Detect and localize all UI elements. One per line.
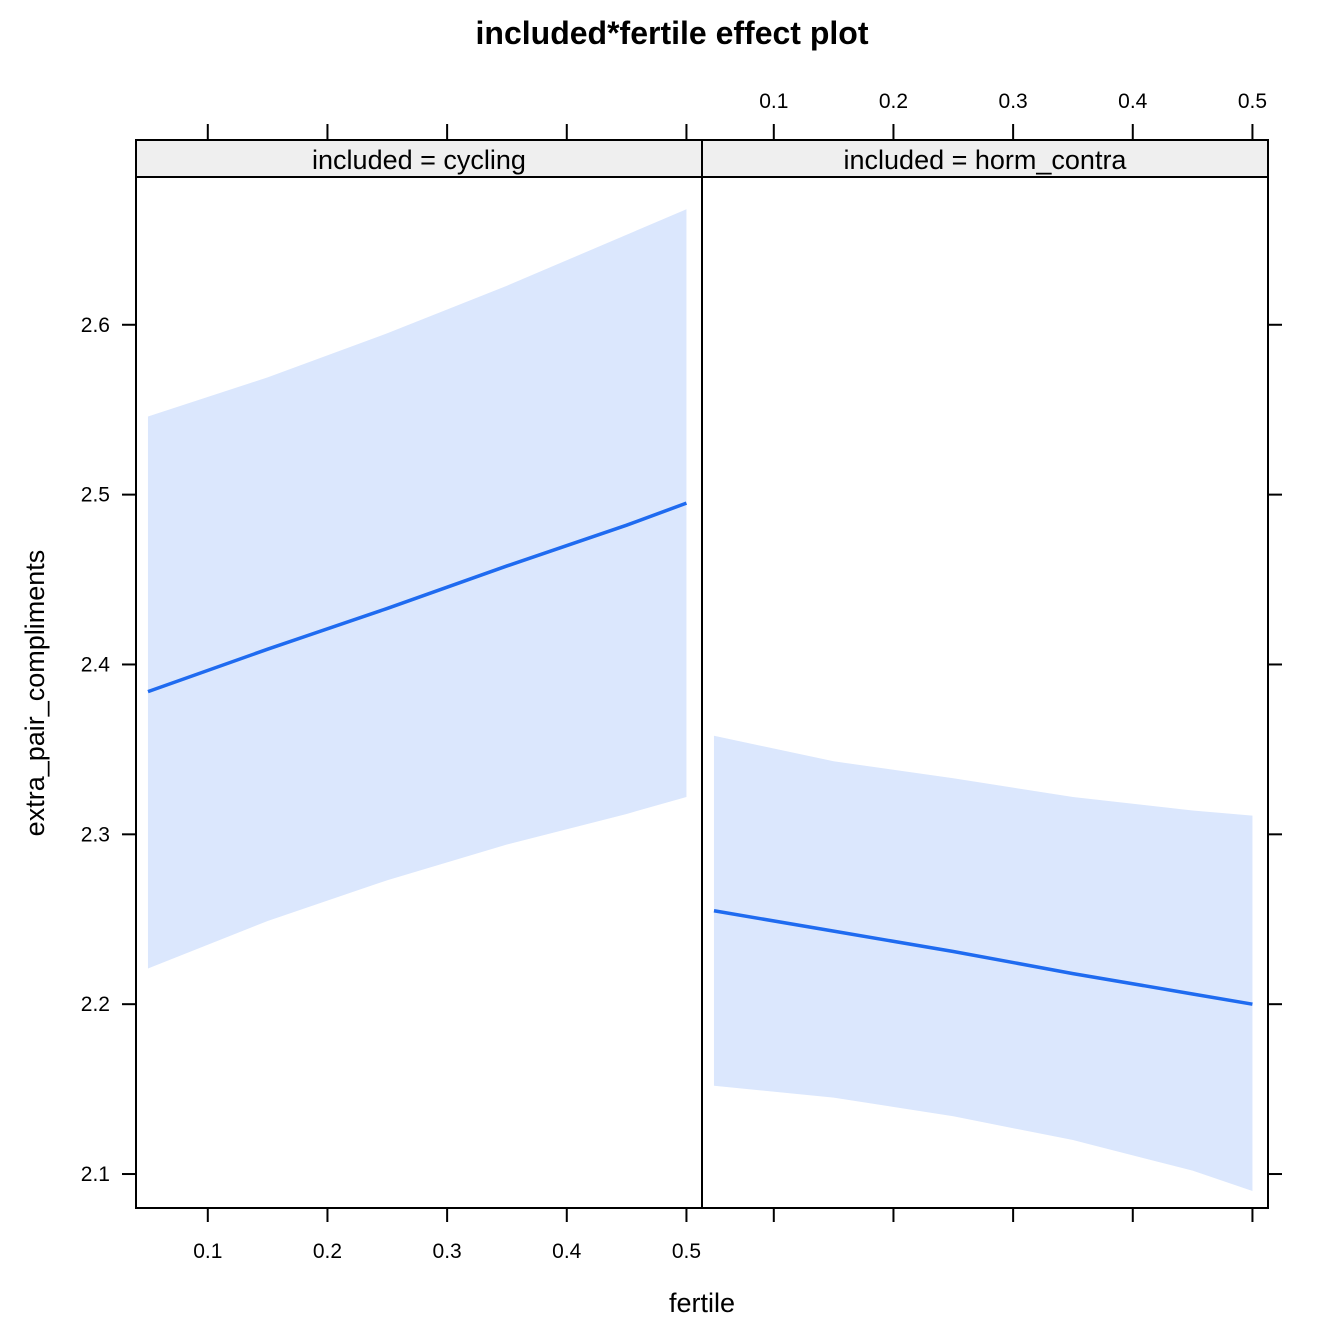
y-axis-label: extra_pair_compliments [20, 550, 50, 837]
x-tick-label: 0.3 [999, 90, 1028, 113]
strip-header [701, 139, 1269, 178]
y-tick-label: 2.1 [81, 1163, 110, 1186]
x-axis-label: fertile [669, 1288, 735, 1318]
panels-layer: included = cycling 0.1 0.2 0.3 0.4 0.5 2.1 2.2 2… [81, 90, 1282, 1263]
x-tick-label: 0.2 [879, 90, 908, 113]
y-tick-label: 2.6 [81, 314, 110, 337]
x-tick-label: 0.4 [552, 1240, 582, 1263]
fit-line [713, 909, 1253, 1006]
strip-label: included = horm_contra [844, 145, 1128, 175]
confidence-band [713, 735, 1253, 1192]
y-tick-label: 2.2 [81, 993, 110, 1016]
confidence-band [147, 209, 687, 969]
x-tick-label: 0.1 [759, 90, 788, 113]
x-tick-label: 0.3 [433, 1240, 462, 1263]
panel-frame [701, 176, 1269, 1209]
chart-title: included*fertile effect plot [476, 15, 869, 51]
strip-label: included = cycling [312, 145, 526, 175]
x-tick-label: 0.4 [1118, 90, 1148, 113]
x-tick-label: 0.5 [1238, 90, 1267, 113]
y-tick-label: 2.5 [81, 484, 110, 507]
y-tick-label: 2.3 [81, 823, 110, 846]
panel-2: included = horm_contra 0.1 0.2 0.3 0.4 0.5 [701, 90, 1282, 1222]
y-tick-label: 2.4 [81, 653, 111, 676]
panel-1: included = cycling 0.1 0.2 0.3 0.4 0.5 2.1 2.2 2… [81, 124, 703, 1263]
x-tick-label: 0.5 [672, 1240, 701, 1263]
x-tick-label: 0.1 [193, 1240, 222, 1263]
fit-line [147, 501, 688, 694]
x-tick-label: 0.2 [313, 1240, 342, 1263]
